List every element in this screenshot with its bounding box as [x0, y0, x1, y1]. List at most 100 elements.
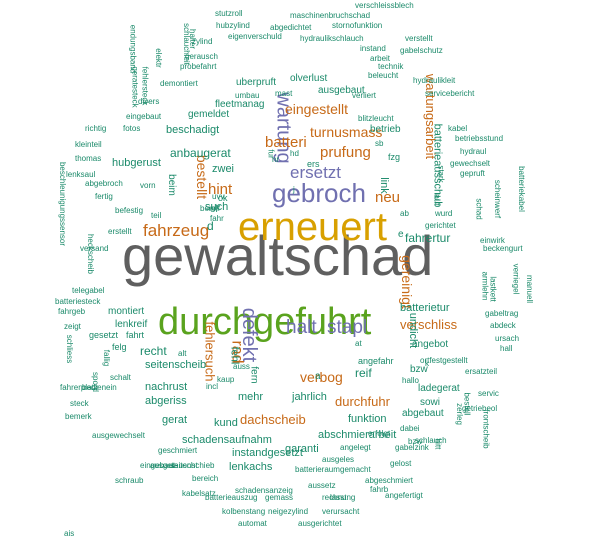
word: nr: [272, 155, 280, 164]
word: verbog: [300, 369, 343, 385]
word: verschliss: [400, 317, 458, 332]
word: gereinigt: [398, 255, 415, 309]
word: batteriesteck: [55, 297, 101, 306]
word: bedienein: [82, 383, 117, 392]
word: gabelschutz: [400, 46, 443, 55]
word: schadensanzeig: [235, 486, 293, 495]
word: durchfuhr: [335, 394, 390, 409]
word: blitzleucht: [358, 114, 394, 123]
word: ausgerichtet: [298, 519, 342, 528]
word: hint: [208, 181, 233, 198]
word: abgeriss: [145, 395, 187, 407]
word: funktion: [348, 413, 387, 425]
word: heckscheib: [86, 233, 96, 275]
word: gebroch: [272, 178, 366, 208]
word: k: [425, 359, 429, 368]
word: fotos: [123, 124, 141, 133]
word: frontscheib: [481, 409, 491, 449]
word: durchgefuhrt: [158, 301, 372, 343]
word: divers: [138, 97, 160, 106]
word: fahrzeug: [143, 221, 210, 240]
word: fern: [248, 366, 260, 384]
word: bzw: [410, 364, 428, 375]
word: kleinteil: [75, 140, 102, 149]
word: neu: [375, 189, 401, 206]
word: automat: [238, 519, 267, 528]
word: hd: [290, 149, 299, 158]
word: endungsband: [128, 24, 138, 74]
word: betriebsstund: [455, 134, 504, 143]
word: bzw: [408, 437, 423, 446]
word: eingestellt: [285, 101, 349, 117]
word: technik: [378, 62, 404, 71]
word: geschmiert: [158, 446, 198, 455]
word: uvv: [212, 192, 225, 201]
word: felg: [112, 342, 127, 352]
word: lenksaul: [66, 170, 96, 179]
word: instand: [360, 44, 386, 53]
word: erstellt: [108, 227, 132, 236]
word: demontiert: [160, 79, 198, 88]
word: ausgewechselt: [92, 431, 145, 440]
word: hydraulikschlauch: [300, 34, 364, 43]
word: fahrertur: [405, 231, 451, 245]
word: servic: [478, 389, 499, 398]
word: hall: [500, 344, 513, 353]
word: schad: [474, 198, 484, 220]
word: steck: [70, 399, 89, 408]
word: abgeschmiert: [365, 476, 414, 485]
word: ok: [218, 193, 228, 203]
word: erfolgt: [368, 429, 391, 438]
word: eingebaut: [126, 112, 162, 121]
word: laut: [432, 192, 442, 206]
word: bereif: [200, 204, 221, 213]
word: fallig: [102, 349, 112, 367]
word: stark: [436, 165, 446, 183]
word: manuell: [525, 274, 535, 304]
word: fahrb: [370, 485, 389, 494]
word: erneuert: [238, 205, 387, 249]
word: beim: [165, 174, 177, 196]
word: hubzylind: [216, 21, 250, 30]
word: mehr: [238, 391, 264, 403]
word: hallo: [402, 376, 419, 385]
word: link: [377, 177, 390, 194]
word: seitenschieb: [170, 461, 215, 470]
word: abschmierarbeit: [318, 429, 397, 441]
word: zylind: [192, 37, 213, 46]
word: verriegel: [511, 263, 521, 295]
word: recht: [140, 344, 167, 358]
word: ais: [64, 529, 75, 538]
word: stornofunktion: [332, 21, 383, 30]
word: lenkachs: [229, 461, 273, 473]
word: fehlersuch: [202, 321, 218, 382]
word: gerausch: [185, 52, 218, 61]
word: gewaltschad: [122, 224, 434, 287]
word: richtig: [85, 124, 107, 133]
word: gabeltrag: [485, 309, 519, 318]
word: fahrgeb: [58, 307, 86, 316]
word: verstellt: [405, 34, 433, 43]
word: ers: [307, 159, 320, 169]
word: lasst: [330, 493, 347, 502]
word: gemacht: [340, 465, 371, 474]
word: lenkreif: [115, 319, 148, 330]
word: gepruft: [460, 169, 485, 178]
word: schlauch: [415, 436, 447, 445]
word: abdeck: [490, 321, 516, 330]
word: servicebericht: [425, 89, 475, 98]
word: olverlust: [290, 73, 328, 84]
word: wurd: [435, 209, 453, 218]
word: fertig: [95, 192, 113, 201]
word: befestig: [115, 206, 144, 215]
word: arbeit: [370, 54, 391, 63]
word: gelost: [390, 459, 412, 468]
word: auss: [233, 362, 250, 371]
word: fahrt: [126, 330, 145, 340]
word: betrieb: [370, 124, 401, 135]
word: anbaugerat: [170, 146, 231, 160]
word: abgebaut: [402, 408, 444, 419]
word: schalt: [110, 373, 131, 382]
word: garanti: [285, 443, 319, 455]
